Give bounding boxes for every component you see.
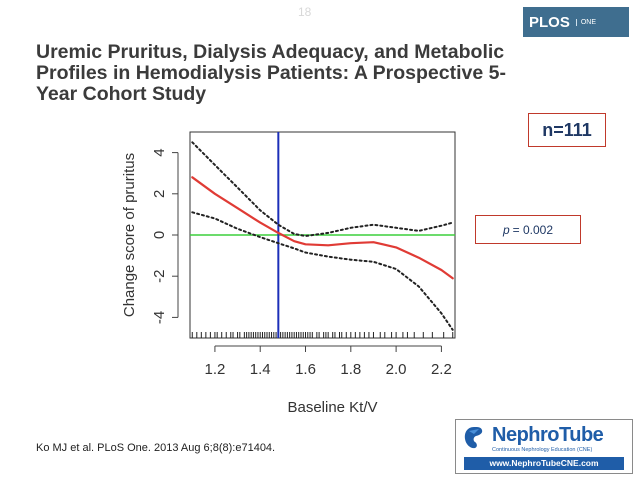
y-tick-label: 4 (151, 148, 168, 156)
p-value-number: = 0.002 (512, 222, 554, 237)
x-axis-label: Baseline Kt/V (287, 399, 377, 416)
x-tick-label: 1.8 (340, 361, 361, 378)
nephrotube-tagline: Continuous Nephrology Education (CNE) (492, 447, 593, 453)
plos-one-logo: PLOS ONE (523, 7, 629, 37)
y-tick-label: 0 (151, 231, 168, 239)
kidney-icon (464, 427, 483, 449)
y-tick-label: 2 (151, 190, 168, 198)
x-tick-label: 1.6 (295, 361, 316, 378)
slide-number: 18 (298, 5, 312, 19)
slide-title: Uremic Pruritus, Dialysis Adequacy, and … (36, 41, 506, 105)
nephrotube-logo: NephroTube Continuous Nephrology Educati… (455, 419, 633, 474)
y-axis-label: Change score of pruritus (121, 153, 138, 317)
fitted-line (191, 176, 454, 280)
citation: Ko MJ et al. PLoS One. 2013 Aug 6;8(8):e… (36, 442, 276, 454)
plos-logo-text: PLOS (529, 13, 570, 31)
p-value-letter: p (502, 222, 510, 237)
y-tick-label: -2 (151, 270, 168, 283)
nephrotube-url: www.NephroTubeCNE.com (464, 457, 624, 470)
lower-ci-line (191, 211, 454, 331)
x-tick-label: 1.4 (250, 361, 271, 378)
p-value-box: p = 0.002 (475, 215, 581, 244)
sample-size-box: n=111 (528, 113, 606, 147)
x-tick-label: 1.2 (204, 361, 225, 378)
x-tick-label: 2.0 (386, 361, 407, 378)
nephrotube-name: NephroTube (492, 424, 604, 446)
y-tick-label: -4 (151, 311, 168, 324)
upper-ci-line (191, 141, 454, 237)
x-tick-label: 2.2 (431, 361, 452, 378)
plos-logo-sub: ONE (575, 18, 596, 26)
